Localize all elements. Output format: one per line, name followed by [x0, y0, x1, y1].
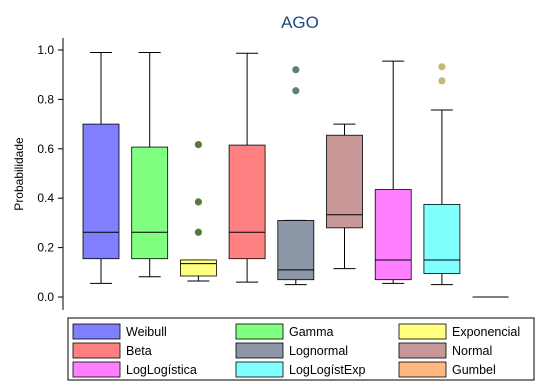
legend-box	[67, 317, 535, 381]
legend-label: LogLogística	[126, 363, 197, 377]
box-gamma	[131, 51, 169, 278]
legend-item-exponencial: Exponencial	[398, 323, 520, 340]
box-beta	[228, 52, 266, 283]
box-rect	[277, 220, 315, 281]
legend-label: Gumbel	[452, 363, 496, 377]
box-rect	[374, 189, 412, 281]
y-tick-label: 0.2	[37, 241, 54, 255]
y-tick-label: 0.8	[37, 92, 54, 106]
box-weibull	[82, 51, 120, 284]
box-loglogística	[374, 60, 412, 284]
legend-swatch	[72, 323, 121, 340]
legend-label: Lognormal	[289, 344, 348, 358]
box-exponencial	[179, 141, 217, 282]
box-rect	[82, 123, 120, 260]
box-lognormal	[277, 66, 315, 286]
y-axis-title: Probabilidade	[12, 137, 26, 211]
legend-item-loglogístexp: LogLogístExp	[235, 361, 365, 378]
legend-label: Normal	[452, 344, 492, 358]
box-normal	[326, 123, 363, 270]
legend-swatch	[398, 361, 447, 378]
legend-swatch	[235, 323, 284, 340]
legend-swatch	[235, 361, 284, 378]
legend-swatch	[72, 342, 121, 359]
legend-label: Exponencial	[452, 325, 520, 339]
box-rect	[179, 259, 217, 277]
legend-item-lognormal: Lognormal	[235, 342, 348, 359]
y-tick-label: 0.6	[37, 142, 54, 156]
y-axis: 0.0 0.2 0.4 0.6 0.8 1.0	[37, 38, 64, 310]
legend-item-normal: Normal	[398, 342, 492, 359]
outlier-point	[194, 228, 202, 236]
outlier-point	[438, 77, 446, 85]
y-tick-label: 0.4	[37, 191, 54, 205]
legend-item-beta: Beta	[72, 342, 152, 359]
legend-item-gamma: Gamma	[235, 323, 334, 340]
box-rect	[423, 203, 461, 274]
outlier-point	[292, 87, 300, 95]
boxes	[82, 51, 509, 298]
legend-swatch	[235, 342, 284, 359]
outlier-point	[292, 66, 300, 74]
legend-item-weibull: Weibull	[72, 323, 167, 340]
legend-swatch	[398, 323, 447, 340]
legend-label: LogLogístExp	[289, 363, 365, 377]
y-tick-label: 0.0	[37, 290, 54, 304]
legend-label: Beta	[126, 344, 152, 358]
legend-label: Gamma	[289, 325, 334, 339]
outlier-point	[194, 198, 202, 206]
box-rect	[228, 144, 266, 260]
legend-swatch	[72, 361, 121, 378]
legend-label: Weibull	[126, 325, 167, 339]
outlier-point	[438, 63, 446, 71]
legend-swatch	[398, 342, 447, 359]
chart-title: AGO	[281, 13, 319, 32]
legend-item-loglogística: LogLogística	[72, 361, 197, 378]
legend-item-gumbel: Gumbel	[398, 361, 496, 378]
box-rect	[131, 146, 169, 260]
legend: Weibull Gamma Exponencial Beta Lognormal Norm…	[67, 317, 535, 381]
box-loglogístexp	[423, 63, 461, 286]
y-tick-label: 1.0	[37, 43, 54, 57]
outlier-point	[194, 141, 202, 149]
box-rect	[326, 134, 363, 229]
